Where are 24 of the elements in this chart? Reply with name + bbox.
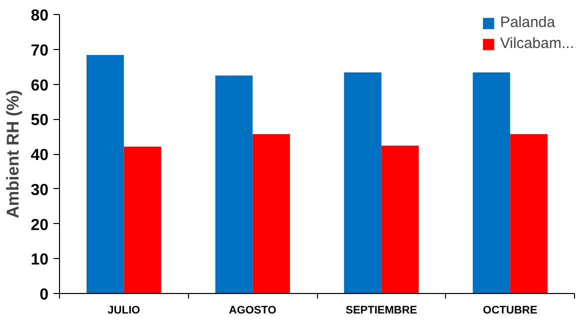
y-tick-label: 70 xyxy=(30,42,49,60)
x-tick-label: OCTUBRE xyxy=(482,304,538,316)
y-axis-title: Ambient RH (%) xyxy=(4,90,23,218)
y-tick-label: 60 xyxy=(30,77,49,94)
x-tick-label: AGOSTO xyxy=(228,304,277,316)
x-tick-label: JULIO xyxy=(108,304,141,316)
legend-label: Vilcabam... xyxy=(500,35,574,52)
y-tick-label: 80 xyxy=(30,8,49,24)
y-tick-label: 10 xyxy=(30,252,49,269)
y-tick-label: 30 xyxy=(30,182,49,199)
bar xyxy=(510,134,548,294)
y-tick-label: 20 xyxy=(30,216,49,234)
x-tick-label: SEPTIEMBRE xyxy=(346,304,418,316)
y-tick-label: 50 xyxy=(30,112,49,130)
bar xyxy=(124,146,162,294)
bar xyxy=(381,146,419,294)
y-tick-label: 40 xyxy=(30,147,49,164)
legend-label: Palanda xyxy=(500,14,556,31)
bar xyxy=(344,72,382,294)
bar xyxy=(86,54,124,294)
bar xyxy=(215,76,253,294)
y-tick-label: 0 xyxy=(40,286,49,304)
bar xyxy=(472,72,510,294)
bar xyxy=(252,134,290,294)
